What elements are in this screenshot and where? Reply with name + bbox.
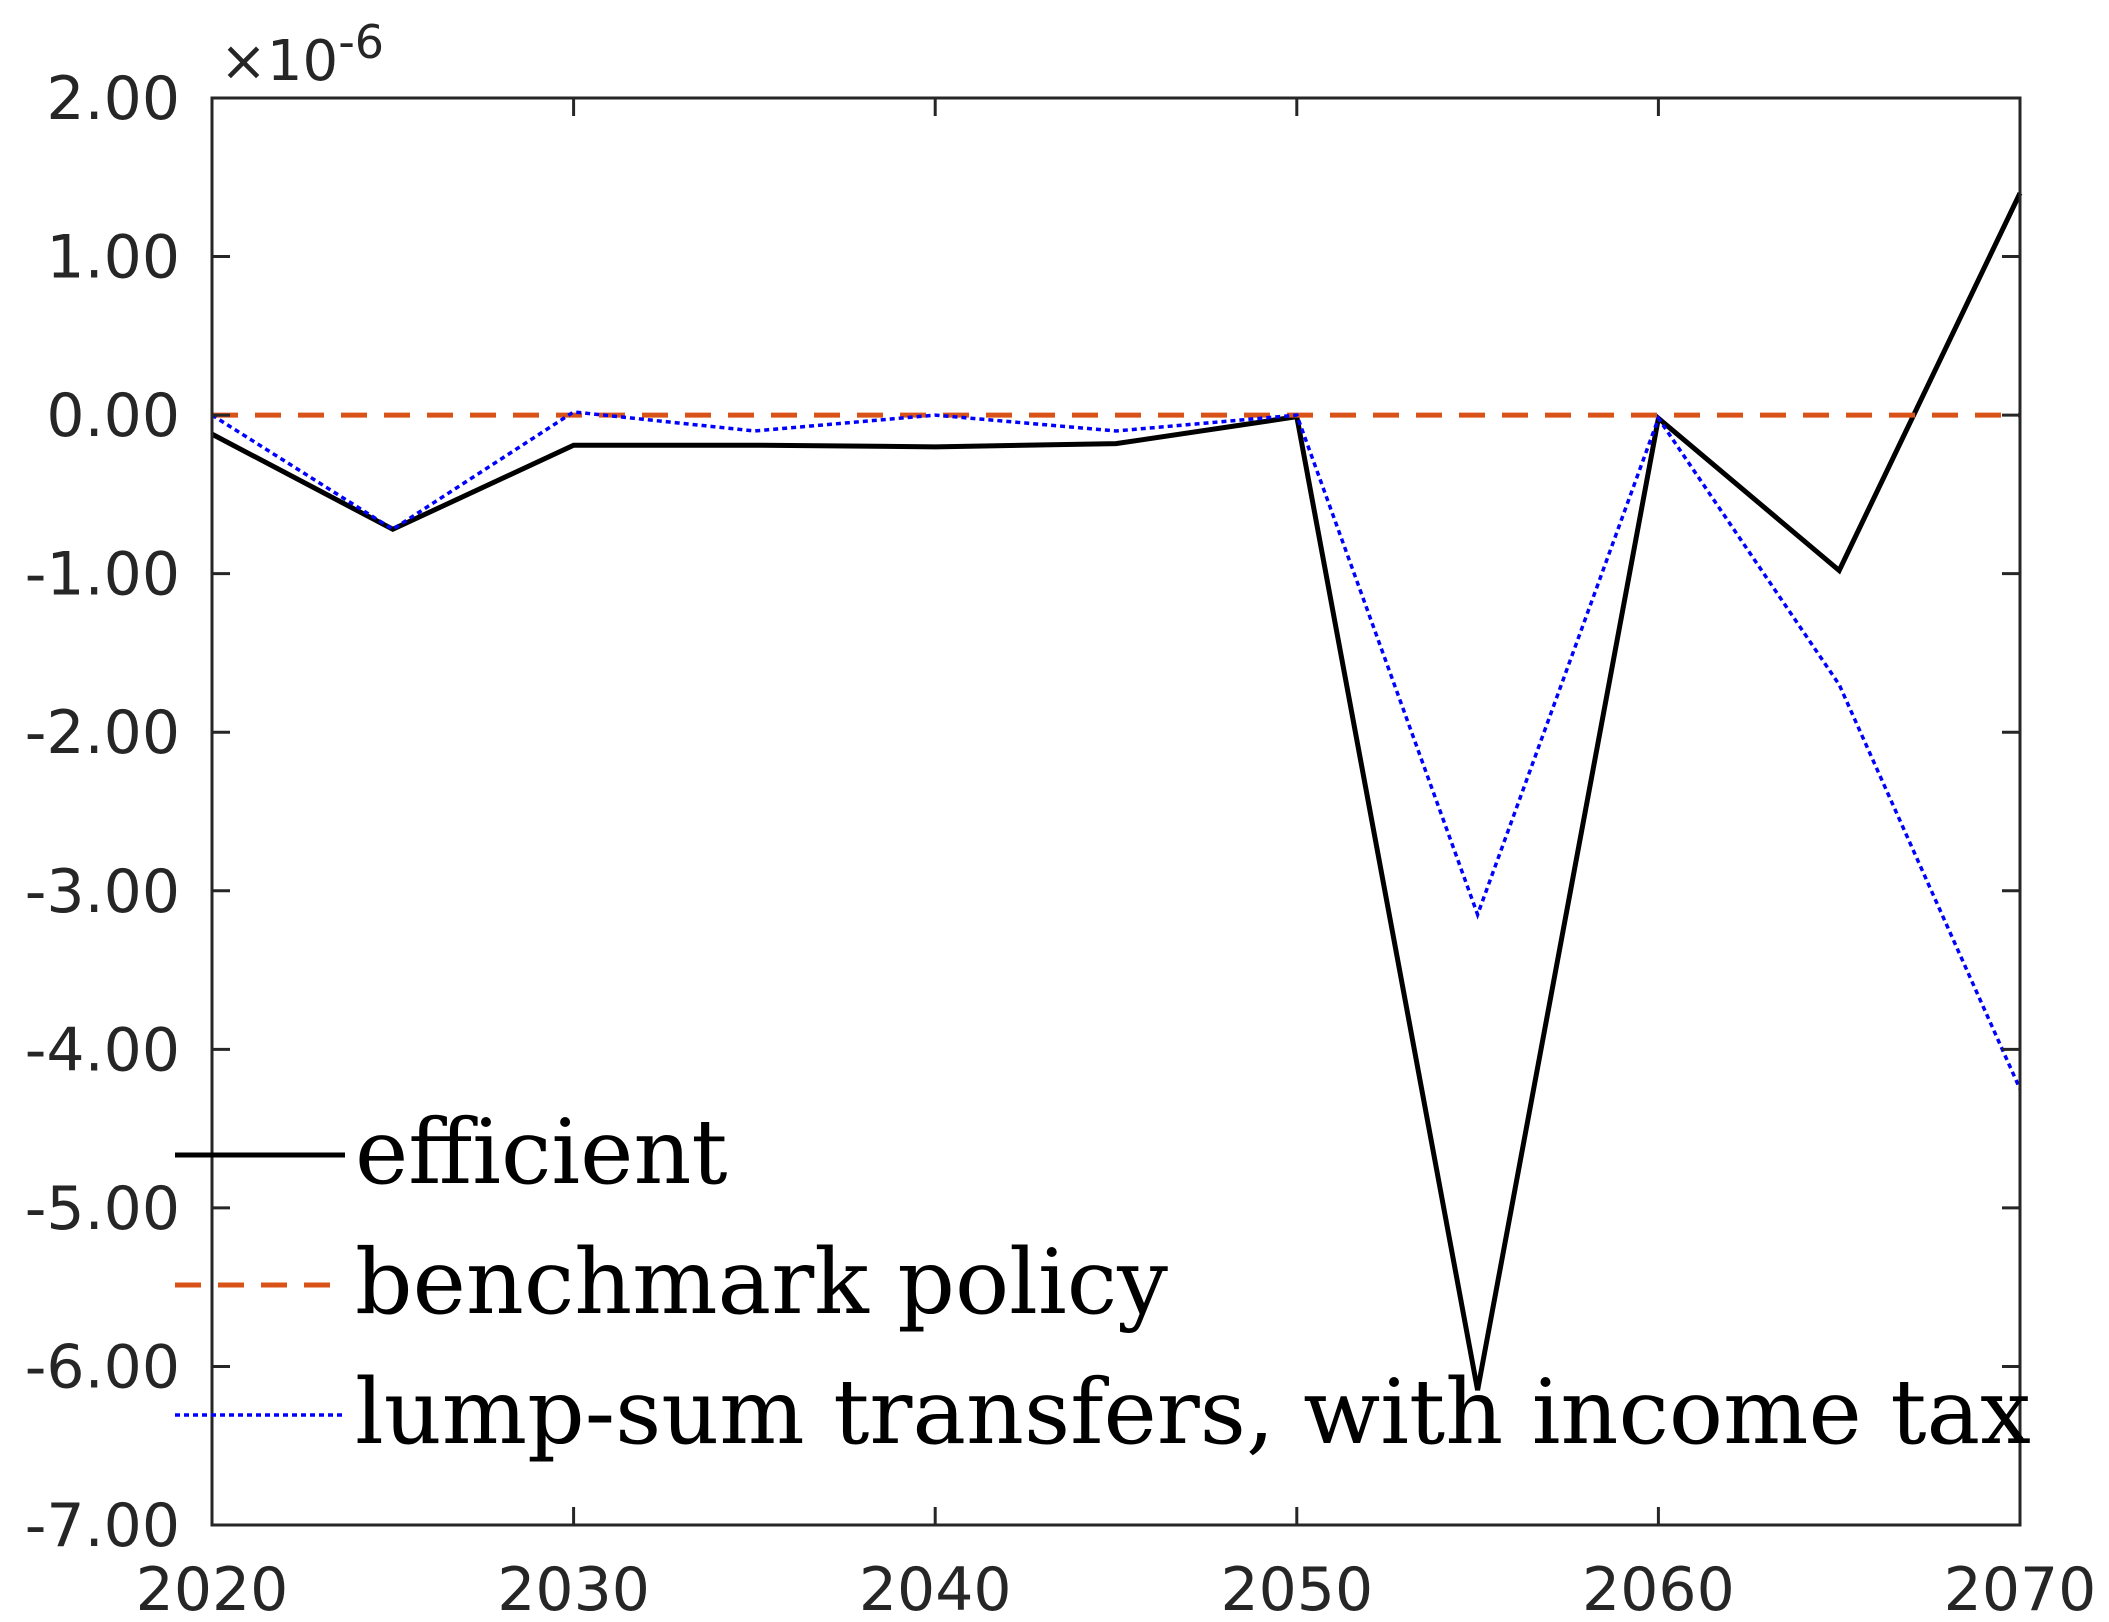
series-line-0 (210, 192, 2023, 1391)
y-tick-label: -2.00 (25, 698, 180, 768)
x-tick-label: 2020 (136, 1555, 289, 1622)
labels-layer: 2020 2030 2040 2050 2060 2070 2.00 1.00 0.00 -1.0… (25, 15, 2097, 1622)
ticks-layer (210, 96, 2022, 1527)
y-exponent-label: ×10-6 (220, 15, 384, 94)
y-tick-label: -1.00 (25, 540, 180, 610)
y-tick-label: -4.00 (25, 1015, 180, 1085)
y-tick-label: -3.00 (25, 857, 180, 927)
x-tick-label: 2060 (1582, 1555, 1735, 1622)
plot-frame (210, 96, 2022, 1527)
x-tick-label: 2050 (1220, 1555, 1373, 1622)
y-tick-label: 2.00 (46, 64, 180, 134)
y-tick-label: 1.00 (46, 223, 180, 293)
legend-label-2: lump-sum transfers, with income tax (355, 1360, 2031, 1465)
y-tick-label: 0.00 (46, 381, 180, 451)
y-tick-label: -5.00 (25, 1174, 180, 1244)
x-tick-label: 2040 (859, 1555, 1012, 1622)
legend: efficient benchmark policy lump-sum transf… (175, 1100, 2031, 1465)
legend-label-0: efficient (355, 1100, 728, 1205)
legend-label-1: benchmark policy (355, 1230, 1168, 1335)
series-line-2 (211, 410, 2022, 1090)
x-tick-label: 2030 (497, 1555, 650, 1622)
series-layer (210, 192, 2023, 1391)
x-tick-label: 2070 (1944, 1555, 2097, 1622)
y-tick-label: -7.00 (25, 1491, 180, 1561)
y-tick-label: -6.00 (25, 1332, 180, 1402)
